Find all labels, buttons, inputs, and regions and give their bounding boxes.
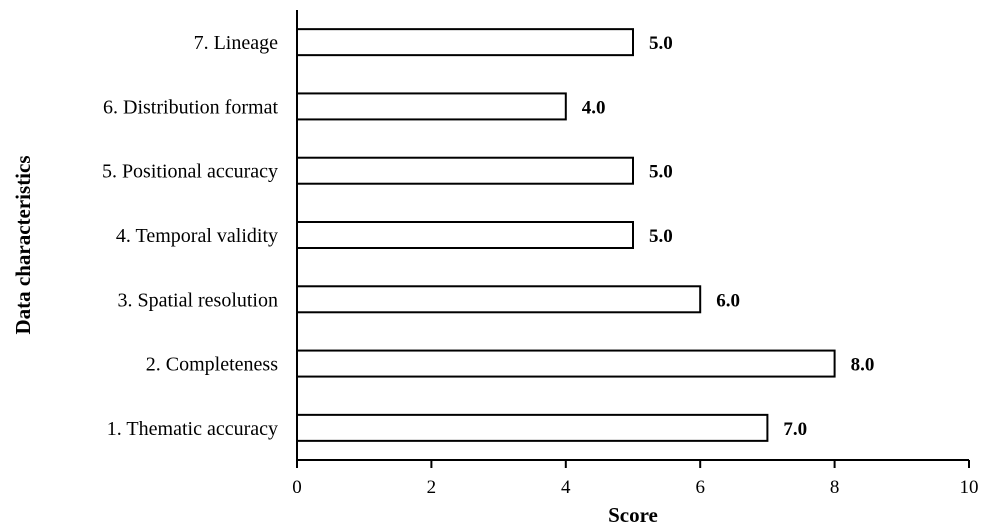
value-label: 6.0 <box>716 290 740 311</box>
category-label: 3. Spatial resolution <box>117 289 278 311</box>
value-label: 5.0 <box>649 33 673 54</box>
x-tick-label: 4 <box>561 477 571 498</box>
x-tick-label: 8 <box>830 477 840 498</box>
bar <box>296 156 634 185</box>
category-label: 2. Completeness <box>146 354 278 376</box>
y-axis-title: Data characteristics <box>11 155 35 334</box>
category-label: 7. Lineage <box>194 32 279 54</box>
bar <box>296 413 769 442</box>
bars-group: 1. Thematic accuracy 7.0 2. Completeness 8.… <box>102 28 875 442</box>
bar <box>296 285 702 314</box>
axes-group <box>296 10 969 461</box>
bar <box>296 221 634 249</box>
value-label: 8.0 <box>851 355 875 376</box>
x-axis-title: Score <box>608 503 658 527</box>
category-label: 6. Distribution format <box>103 96 278 118</box>
bar <box>296 349 836 378</box>
category-label: 1. Thematic accuracy <box>107 418 278 440</box>
value-label: 5.0 <box>649 226 673 247</box>
value-label: 4.0 <box>582 97 606 118</box>
category-label: 5. Positional accuracy <box>102 161 278 183</box>
x-tick-label: 2 <box>427 477 437 498</box>
x-ticks-group: 0 2 4 6 8 10 <box>292 460 979 498</box>
category-label: 4. Temporal validity <box>116 225 278 247</box>
bar <box>296 28 634 57</box>
value-label: 5.0 <box>649 162 673 183</box>
value-label: 7.0 <box>783 419 807 440</box>
bar <box>296 92 567 121</box>
x-tick-label: 10 <box>960 477 979 498</box>
x-tick-label: 6 <box>695 477 705 498</box>
x-tick-label: 0 <box>292 477 302 498</box>
